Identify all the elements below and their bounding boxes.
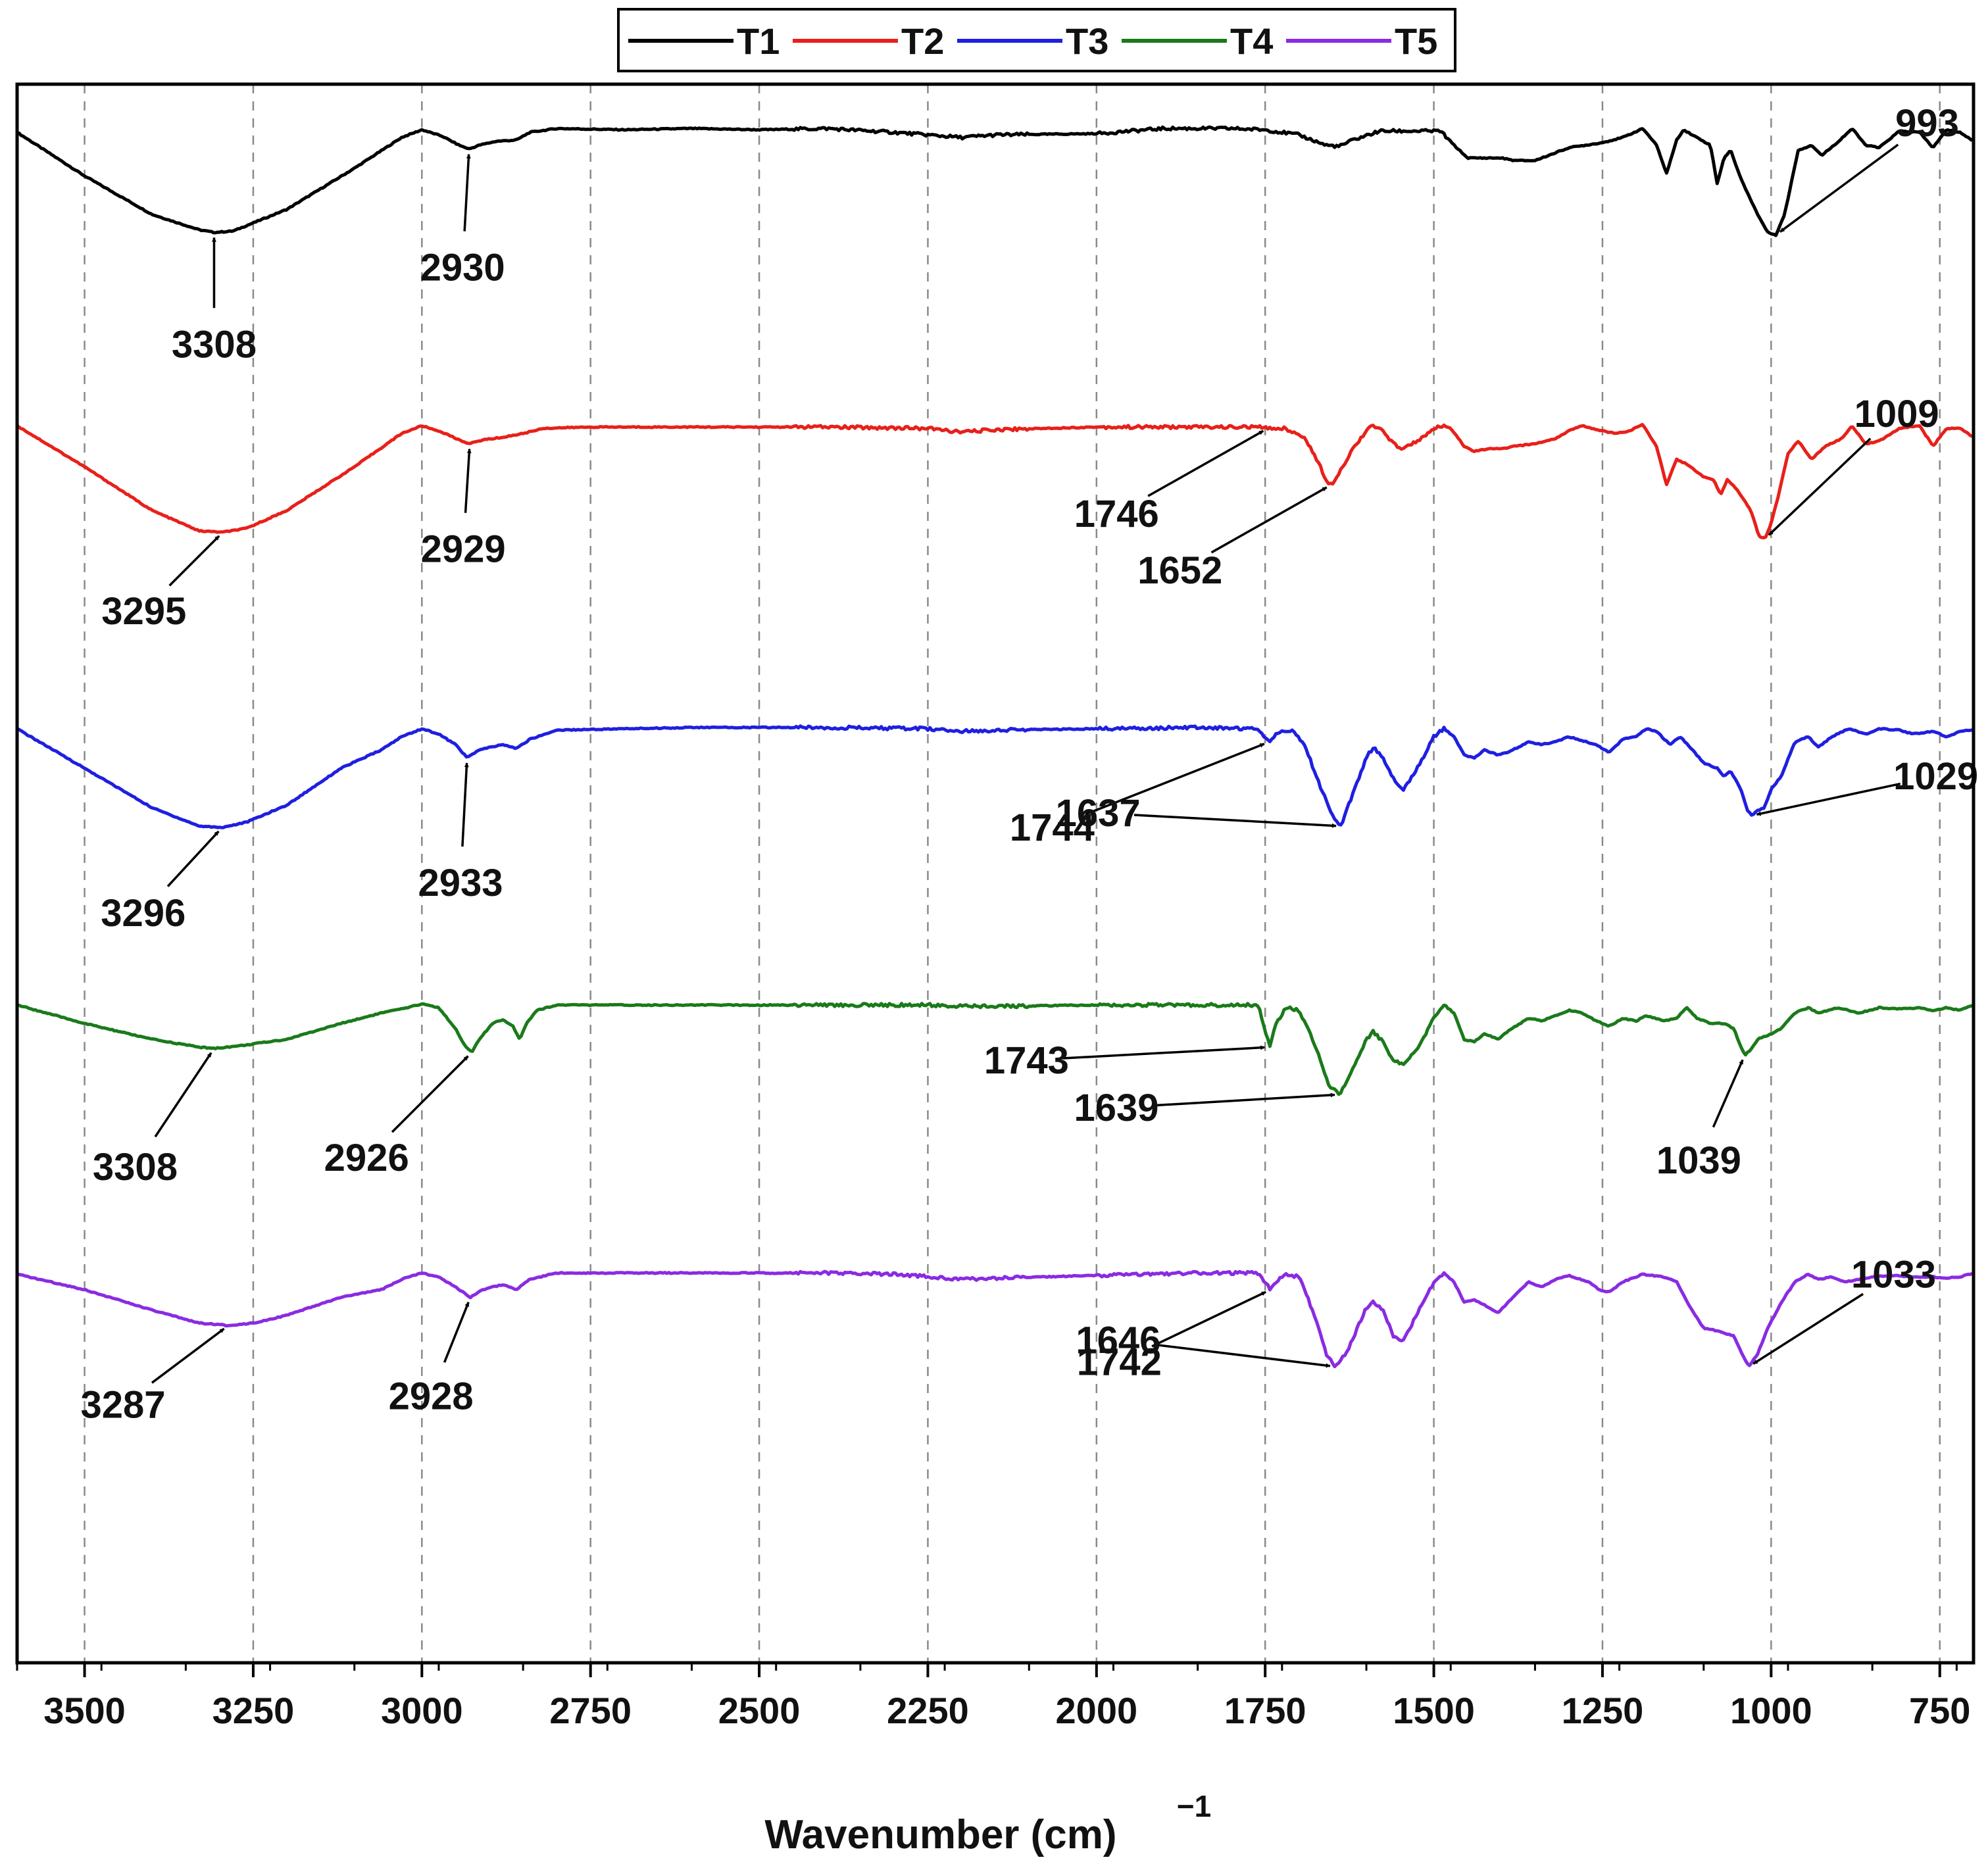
x-tick-label: 1250 [1562, 1690, 1644, 1731]
annotation-arrow [154, 1052, 212, 1138]
peak-label: 1743 [984, 1039, 1069, 1082]
legend-label: T5 [1395, 20, 1437, 62]
annotation-arrow [1152, 1093, 1335, 1107]
x-tick-label: 2000 [1056, 1690, 1138, 1731]
annotation-arrow [151, 1327, 225, 1384]
peak-label: 993 [1895, 102, 1959, 145]
annotation-arrow [1154, 1343, 1331, 1368]
annotation-arrow [391, 1055, 469, 1133]
annotation-arrow [1756, 782, 1901, 816]
annotation-arrow [463, 153, 471, 232]
annotation-arrow [1133, 814, 1337, 828]
annotation-arrow [1085, 743, 1265, 816]
annotation-arrow [1712, 1059, 1744, 1128]
series-line-t1 [16, 125, 1974, 237]
peak-label: 1009 [1854, 393, 1939, 435]
x-tick-label: 750 [1909, 1690, 1970, 1731]
peak-label: 3295 [101, 590, 186, 633]
annotation-arrow [1768, 437, 1872, 536]
legend-label: T1 [737, 20, 780, 62]
peak-label: 2928 [389, 1375, 474, 1417]
legend: T1 T2 T3 T4 T5 [617, 8, 1456, 72]
series-line-t3 [16, 724, 1973, 829]
annotation-arrow [461, 762, 469, 847]
x-axis: 3500 3250 3000 2750 2500 2250 2000 1750 1500 1250… [16, 1663, 1970, 1731]
plot-frame [15, 82, 1976, 1665]
x-axis-label: Wavenumber (cm) [764, 1812, 1116, 1857]
annotation-arrow [443, 1302, 470, 1363]
peak-label: 1652 [1137, 549, 1222, 592]
annotation-arrow [1779, 143, 1899, 233]
peak-label: 1637 [1056, 792, 1141, 835]
grid [84, 84, 1941, 1663]
series-line-t2 [16, 423, 1973, 539]
annotation-arrow [464, 448, 472, 513]
peak-label: 3308 [93, 1146, 178, 1189]
x-tick-label: 3250 [212, 1690, 295, 1731]
peak-label: 1646 [1076, 1319, 1160, 1362]
peak-label: 3287 [80, 1383, 165, 1426]
peak-label: 1639 [1074, 1087, 1159, 1129]
annotation-arrow [1210, 486, 1328, 554]
x-tick-label: 3500 [43, 1690, 126, 1731]
annotation-arrow [1062, 1045, 1266, 1060]
annotation-arrow [1151, 1290, 1266, 1348]
x-tick-label: 2500 [718, 1690, 801, 1731]
peak-label: 2926 [324, 1137, 409, 1179]
x-axis-title: Wavenumber (cm) −1 [764, 1789, 1211, 1857]
x-tick-label: 1500 [1393, 1690, 1475, 1731]
x-tick-label: 1000 [1730, 1690, 1812, 1731]
x-tick-label: 2250 [887, 1690, 969, 1731]
x-tick-label: 2750 [549, 1690, 632, 1731]
peak-label: 1029 [1893, 755, 1978, 798]
peak-label: 2929 [421, 528, 506, 571]
series-line-t4 [17, 1002, 1973, 1096]
legend-label: T3 [1066, 20, 1108, 62]
peak-label: 1746 [1074, 493, 1159, 535]
peak-label: 2933 [418, 862, 503, 904]
peak-label: 1742 [1077, 1341, 1162, 1384]
x-tick-label: 3000 [381, 1690, 463, 1731]
peak-label: 1033 [1851, 1254, 1936, 1296]
peak-label: 1744 [1010, 806, 1095, 849]
series-line-t5 [16, 1269, 1974, 1369]
x-axis-label-exponent: −1 [1177, 1789, 1211, 1823]
annotation-arrow [166, 830, 220, 887]
annotation-arrow [1147, 430, 1264, 497]
peak-label: 3296 [101, 892, 186, 935]
peak-label: 3308 [172, 323, 257, 366]
legend-label: T2 [901, 20, 944, 62]
annotation-arrow [1752, 1292, 1864, 1365]
annotations: 3308 2930 993 3295 2929 1746 1652 1009 3296 2933 1… [80, 102, 1978, 1426]
series-layer [16, 125, 1974, 1369]
annotation-arrow [168, 535, 220, 587]
peak-label: 2930 [420, 247, 505, 289]
x-tick-label: 1750 [1224, 1690, 1306, 1731]
peak-label: 1039 [1656, 1139, 1741, 1182]
legend-label: T4 [1230, 20, 1273, 62]
